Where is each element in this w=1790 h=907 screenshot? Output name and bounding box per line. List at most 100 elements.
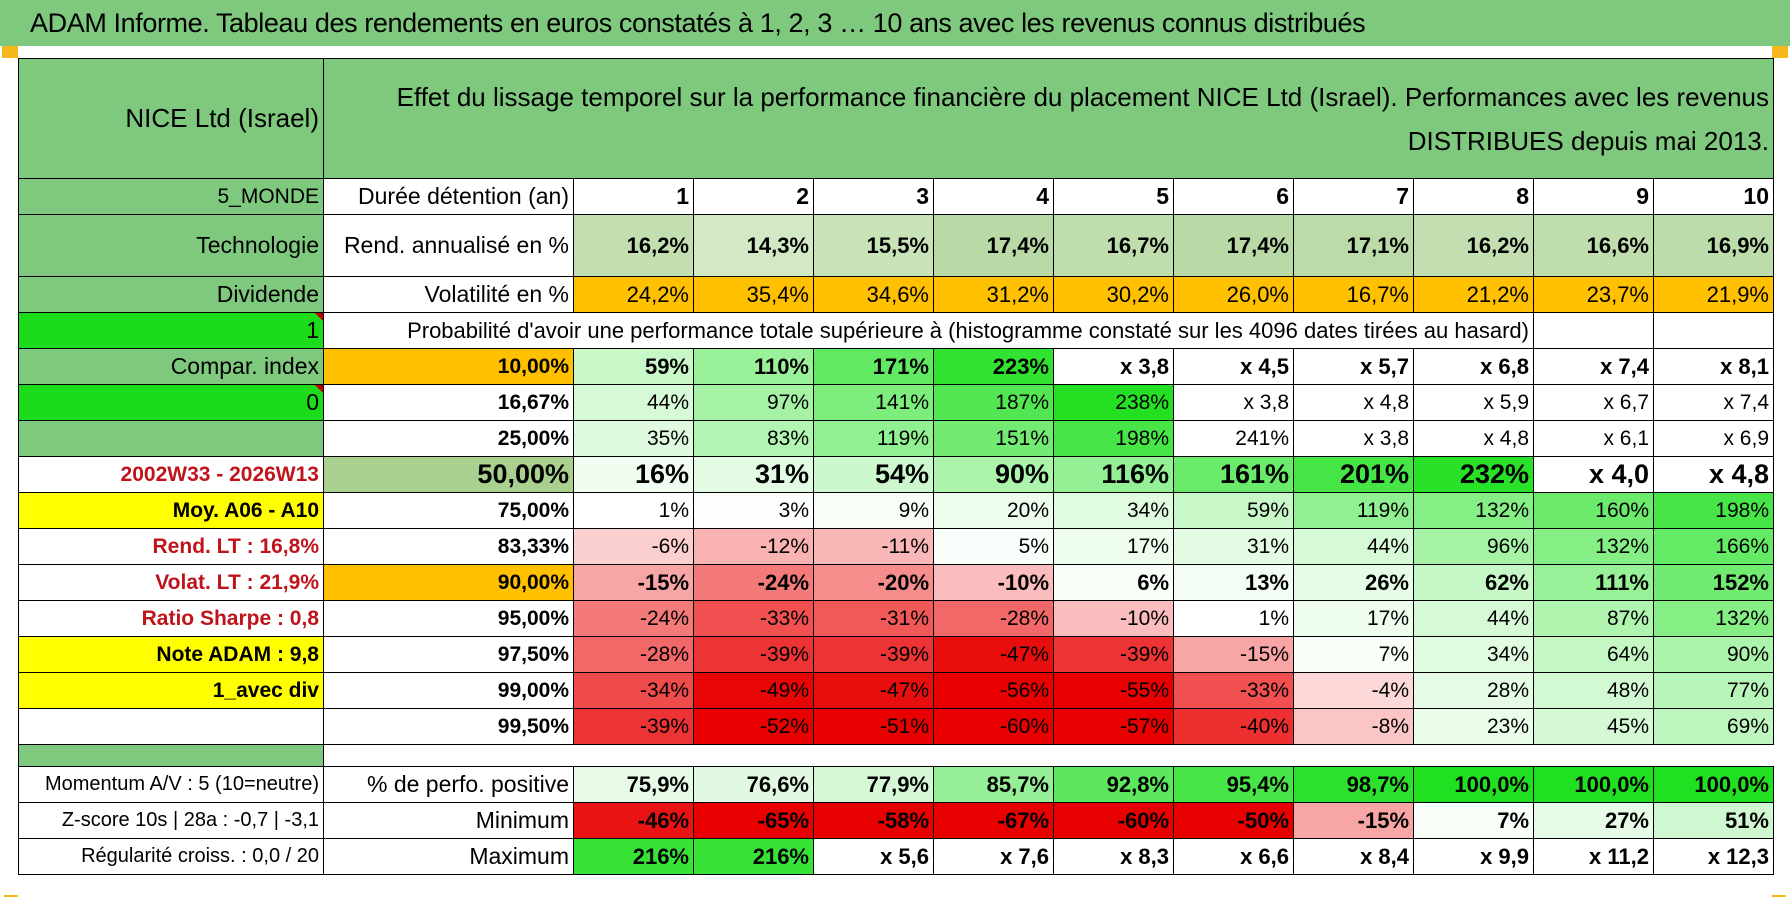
probability-value: x 5,9: [1413, 384, 1534, 421]
threshold-label: 25,00%: [323, 420, 574, 457]
maximum-label: Maximum: [323, 838, 574, 875]
vol-value: 23,7%: [1533, 276, 1654, 313]
probability-value: -40%: [1173, 708, 1294, 745]
selection-handle-tr[interactable]: [1772, 46, 1788, 58]
year-header: 10: [1653, 178, 1774, 215]
probability-value: 119%: [1293, 492, 1414, 529]
vol-value: 35,4%: [693, 276, 814, 313]
probability-value: 223%: [933, 348, 1054, 385]
probability-value: -52%: [693, 708, 814, 745]
probability-value: 151%: [933, 420, 1054, 457]
minimum-value: 7%: [1413, 802, 1534, 839]
probability-value: -8%: [1293, 708, 1414, 745]
probability-value: x 3,8: [1053, 348, 1174, 385]
probability-value: -60%: [933, 708, 1054, 745]
threshold-label: 90,00%: [323, 564, 574, 601]
year-header: 9: [1533, 178, 1654, 215]
probability-value: 13%: [1173, 564, 1294, 601]
rend-value: 17,1%: [1293, 214, 1414, 277]
probability-value: -11%: [813, 528, 934, 565]
probability-value: 110%: [693, 348, 814, 385]
vol-value: 21,2%: [1413, 276, 1534, 313]
probability-value: 198%: [1053, 420, 1174, 457]
probability-value: 16%: [573, 456, 694, 493]
perf-pos-value: 100,0%: [1413, 766, 1534, 803]
year-header: 8: [1413, 178, 1534, 215]
vol-value: 21,9%: [1653, 276, 1774, 313]
selection-handle-bl[interactable]: [4, 895, 18, 897]
moy-label: Moy. A06 - A10: [18, 492, 324, 529]
perf-pos-value: 95,4%: [1173, 766, 1294, 803]
flag-zero-cell[interactable]: 0: [18, 384, 324, 421]
threshold-label: 10,00%: [323, 348, 574, 385]
maximum-value: 216%: [693, 838, 814, 875]
probability-value: -47%: [933, 636, 1054, 673]
rend-value: 16,7%: [1053, 214, 1174, 277]
probability-value: -15%: [1173, 636, 1294, 673]
spacer-cell: [323, 744, 1774, 767]
probability-value: -55%: [1053, 672, 1174, 709]
year-header: 7: [1293, 178, 1414, 215]
probability-value: 35%: [573, 420, 694, 457]
vol-value: 16,7%: [1293, 276, 1414, 313]
volat-lt-label: Volat. LT : 21,9%: [18, 564, 324, 601]
probability-value: x 4,8: [1293, 384, 1414, 421]
threshold-label: 75,00%: [323, 492, 574, 529]
minimum-value: 51%: [1653, 802, 1774, 839]
perf-pos-value: 98,7%: [1293, 766, 1414, 803]
probability-value: x 7,4: [1533, 348, 1654, 385]
probability-value: -39%: [1053, 636, 1174, 673]
perf-pos-value: 92,8%: [1053, 766, 1174, 803]
probability-value: -10%: [1053, 600, 1174, 637]
rend-value: 14,3%: [693, 214, 814, 277]
probability-value: 161%: [1173, 456, 1294, 493]
minimum-value: 27%: [1533, 802, 1654, 839]
probability-caption: Probabilité d'avoir une performance tota…: [323, 312, 1534, 349]
empty-green-cell: [18, 420, 324, 457]
probability-value: 31%: [1173, 528, 1294, 565]
probability-value: -33%: [1173, 672, 1294, 709]
probability-value: -51%: [813, 708, 934, 745]
probability-value: -56%: [933, 672, 1054, 709]
probability-value: 201%: [1293, 456, 1414, 493]
probability-value: 44%: [1413, 600, 1534, 637]
threshold-label: 97,50%: [323, 636, 574, 673]
company-name: NICE Ltd (Israel): [18, 58, 324, 179]
minimum-label: Minimum: [323, 802, 574, 839]
probability-value: x 4,8: [1413, 420, 1534, 457]
threshold-label: 83,33%: [323, 528, 574, 565]
probability-value: 238%: [1053, 384, 1174, 421]
probability-value: 1%: [1173, 600, 1294, 637]
probability-value: x 5,7: [1293, 348, 1414, 385]
maximum-value: x 6,6: [1173, 838, 1294, 875]
rend-lt-label: Rend. LT : 16,8%: [18, 528, 324, 565]
compar-index-label: Compar. index: [18, 348, 324, 385]
probability-value: 96%: [1413, 528, 1534, 565]
probability-value: x 6,1: [1533, 420, 1654, 457]
selection-handle-br[interactable]: [1772, 895, 1786, 897]
probability-value: 1%: [573, 492, 694, 529]
probability-value: -34%: [573, 672, 694, 709]
probability-value: 48%: [1533, 672, 1654, 709]
perf-pos-value: 76,6%: [693, 766, 814, 803]
rend-value: 16,6%: [1533, 214, 1654, 277]
probability-value: -15%: [573, 564, 694, 601]
probability-value: x 4,5: [1173, 348, 1294, 385]
rend-label: Rend. annualisé en %: [323, 214, 574, 277]
table-description: Effet du lissage temporel sur la perform…: [323, 58, 1774, 179]
perf-pos-label: % de perfo. positive: [323, 766, 574, 803]
probability-value: 54%: [813, 456, 934, 493]
probability-value: 26%: [1293, 564, 1414, 601]
flag-one-cell[interactable]: 1: [18, 312, 324, 349]
probability-value: -39%: [693, 636, 814, 673]
minimum-value: -50%: [1173, 802, 1294, 839]
maximum-value: x 9,9: [1413, 838, 1534, 875]
probability-value: -6%: [573, 528, 694, 565]
probability-value: 166%: [1653, 528, 1774, 565]
rend-value: 15,5%: [813, 214, 934, 277]
probability-value: 132%: [1653, 600, 1774, 637]
selection-handle-tl[interactable]: [2, 46, 18, 58]
probability-value: -4%: [1293, 672, 1414, 709]
probability-value: 241%: [1173, 420, 1294, 457]
probability-value: -20%: [813, 564, 934, 601]
